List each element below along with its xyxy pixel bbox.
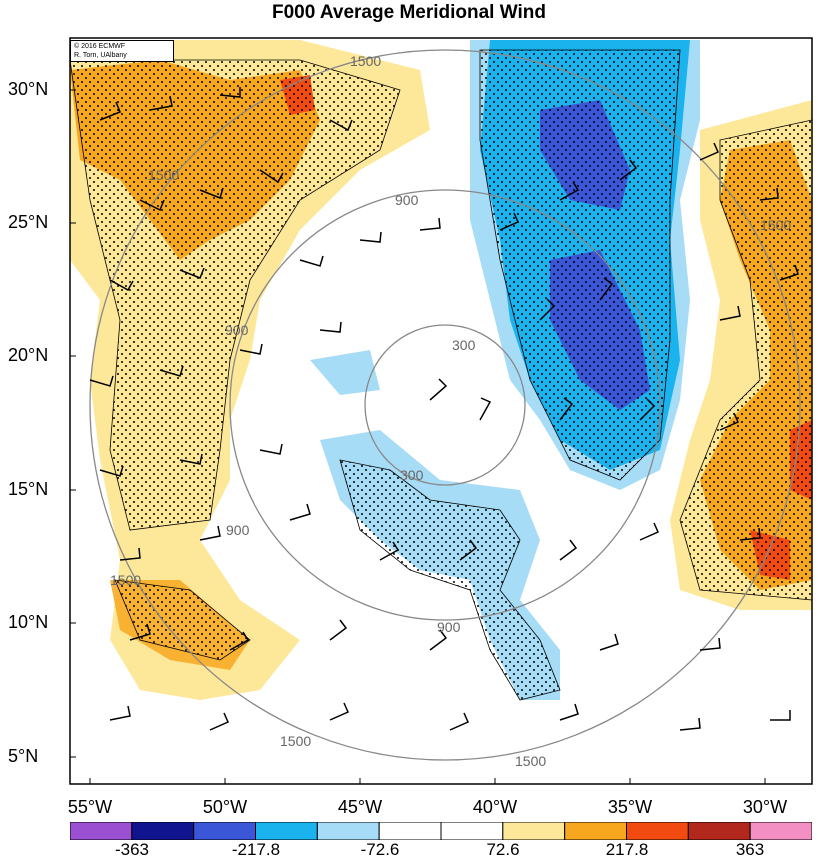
colorbar-swatch: [378, 822, 442, 840]
colorbar-label-3: 72.6: [486, 840, 520, 859]
contour-label-7: 1500: [148, 167, 179, 183]
contour-label-8: 1500: [110, 572, 141, 588]
lon-label-55w: 55°W: [67, 797, 113, 817]
colorbar-swatch: [131, 822, 195, 840]
stippled-region-east2: [679, 119, 812, 601]
stippled-region-west: [70, 59, 401, 531]
contour-label-4: 900: [226, 522, 250, 538]
axis-ticks: [70, 89, 766, 784]
stippled-region-east: [479, 49, 681, 481]
colorbar-swatch: [564, 822, 627, 840]
colorbar: [70, 822, 812, 840]
map-title: F000 Average Meridional Wind: [272, 2, 546, 23]
range-rings: [89, 49, 801, 761]
contour-label-6: 1500: [350, 53, 381, 69]
lat-label-25n: 25°N: [8, 212, 49, 232]
colorbar-swatch: [70, 822, 133, 840]
lon-label-35w: 35°W: [607, 797, 653, 817]
lat-label-15n: 15°N: [8, 479, 49, 499]
colorbar-label-5: 363: [735, 840, 765, 859]
contour-label-0: 300: [452, 337, 476, 353]
contour-label-2: 900: [395, 192, 419, 208]
contour-label-9: 1500: [280, 733, 311, 749]
colorbar-label-0: -363: [114, 840, 150, 859]
colorbar-swatch: [193, 822, 256, 840]
contour-label-1: 300: [400, 467, 424, 483]
colorbar-swatch: [316, 822, 380, 840]
wind-barbs: [89, 87, 799, 731]
contour-label-3: 900: [225, 322, 249, 338]
lat-label-20n: 20°N: [8, 345, 49, 365]
colorbar-label-4: 217.8: [605, 840, 649, 859]
map-frame: [69, 37, 813, 785]
lat-label-10n: 10°N: [8, 612, 49, 632]
contour-label-11: 1500: [760, 217, 791, 233]
lon-label-30w: 30°W: [742, 797, 788, 817]
colorbar-swatch: [440, 822, 504, 840]
colorbar-label-1: -217.8: [231, 840, 281, 859]
lat-label-30n: 30°N: [8, 79, 49, 99]
lon-label-45w: 45°W: [337, 797, 383, 817]
colorbar-swatch: [502, 822, 566, 840]
stippled-region-center: [339, 459, 561, 701]
credit-line-1: © 2016 ECMWF: [74, 43, 126, 50]
contour-labels: 300 300 900 900 900 900 1500 1500 1500 1…: [110, 53, 791, 769]
lon-label-40w: 40°W: [472, 797, 518, 817]
negative-wind-region-north: [310, 350, 380, 395]
wind-field: [70, 40, 812, 761]
colorbar-swatch: [255, 822, 318, 840]
contour-label-5: 900: [437, 619, 461, 635]
lat-label-5n: 5°N: [8, 746, 39, 766]
colorbar-swatch: [626, 822, 689, 840]
lon-label-50w: 50°W: [202, 797, 248, 817]
colorbar-swatch: [749, 822, 812, 840]
colorbar-swatch: [687, 822, 751, 840]
credit-line-2: R. Torn, UAlbany: [74, 52, 127, 59]
credit-box: © 2016 ECMWF R. Torn, UAlbany: [70, 40, 174, 62]
contour-label-10: 1500: [515, 753, 546, 769]
colorbar-label-2: -72.6: [360, 840, 400, 859]
